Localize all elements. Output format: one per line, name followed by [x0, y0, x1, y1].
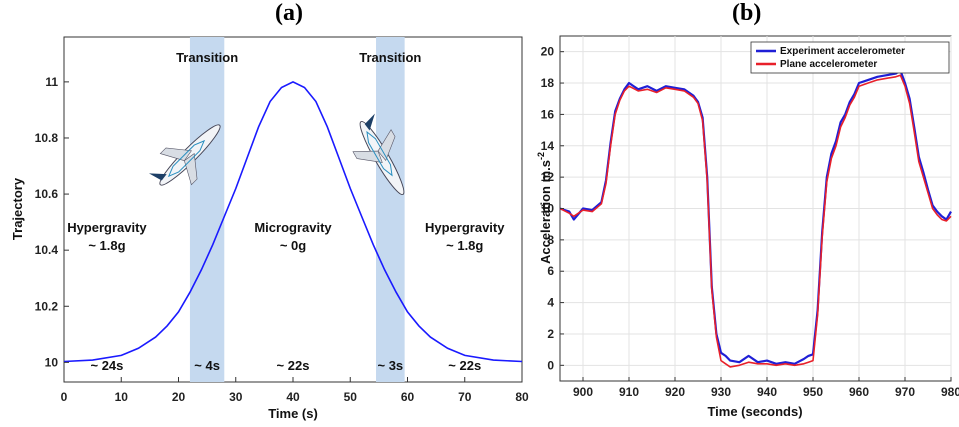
- chart-b-legend: Experiment accelerometer Plane accelerom…: [750, 41, 950, 74]
- y-tick-label: 10.4: [35, 243, 59, 257]
- chart-b-y-axis-title-superscript: -2: [536, 152, 546, 160]
- y-tick-label: 10.6: [35, 187, 59, 201]
- airplane-descending-icon: [352, 113, 405, 196]
- x-tick-label: 960: [849, 385, 869, 399]
- airplane-ascending-icon: [148, 124, 221, 186]
- x-tick-label: 930: [711, 385, 731, 399]
- y-tick-label: 10: [541, 202, 555, 216]
- phase-duration: ~ 24s: [90, 358, 123, 373]
- phase-name: Hypergravity: [425, 220, 505, 235]
- chart-b-acceleration: 900 910 920 930 940 950 960 970 980 0 2 4 6 8 10 12 14 16…: [536, 35, 959, 419]
- transition-label: Transition: [359, 50, 421, 65]
- y-tick-label: 4: [547, 296, 554, 310]
- x-tick-label: 970: [895, 385, 915, 399]
- y-tick-label: 10.8: [35, 131, 59, 145]
- x-tick-label: 0: [61, 390, 68, 404]
- phase-name: Microgravity: [254, 220, 332, 235]
- y-tick-label: 20: [541, 45, 555, 59]
- x-tick-label: 50: [344, 390, 358, 404]
- x-tick-label: 30: [229, 390, 243, 404]
- y-tick-label: 18: [541, 76, 555, 90]
- phase-gravity: ~ 1.8g: [446, 238, 483, 253]
- trajectory-line: [63, 81, 523, 363]
- chart-a-plot-area: [63, 36, 523, 383]
- transition-duration: ~ 4s: [194, 358, 220, 373]
- x-tick-label: 80: [515, 390, 529, 404]
- transition-label: Transition: [176, 50, 238, 65]
- x-tick-label: 950: [803, 385, 823, 399]
- x-tick-label: 980: [941, 385, 959, 399]
- panel-label-b: (b): [732, 0, 762, 26]
- x-tick-label: 900: [573, 385, 593, 399]
- phase-gravity: ~ 1.8g: [88, 238, 125, 253]
- x-tick-label: 20: [172, 390, 186, 404]
- legend-label-plane: Plane accelerometer: [780, 59, 877, 70]
- x-tick-label: 920: [665, 385, 685, 399]
- chart-b-y-axis-title-main: Acceleration m.s: [538, 160, 553, 264]
- chart-a-y-axis-title: Trajectory: [10, 177, 25, 240]
- phase-name: Hypergravity: [67, 220, 147, 235]
- chart-b-y-axis-title: Acceleration m.s-2: [536, 152, 553, 264]
- x-tick-label: 940: [757, 385, 777, 399]
- y-tick-label: 8: [547, 233, 554, 247]
- y-tick-label: 14: [541, 139, 555, 153]
- plane-accelerometer-line: [559, 74, 952, 368]
- chart-a-trajectory: 0 10 20 30 40 50 60 70 80 10 10.2 10.4 10.6 10.8 11 Tr…: [10, 36, 529, 421]
- y-tick-label: 2: [547, 327, 554, 341]
- y-tick-label: 11: [45, 75, 58, 89]
- y-tick-label: 16: [541, 107, 555, 121]
- x-tick-label: 40: [286, 390, 300, 404]
- y-tick-label: 12: [541, 170, 555, 184]
- y-tick-label: 10: [45, 355, 59, 369]
- transition-band-1: [376, 37, 405, 382]
- experiment-accelerometer-line: [559, 69, 952, 365]
- y-tick-label: 6: [547, 264, 554, 278]
- transition-band-0: [189, 37, 225, 382]
- chart-b-x-axis-title: Time (seconds): [707, 404, 802, 419]
- phase-duration: ~ 22s: [277, 358, 310, 373]
- x-tick-label: 70: [458, 390, 472, 404]
- transition-duration: ~ 3s: [377, 358, 403, 373]
- x-tick-label: 910: [619, 385, 639, 399]
- legend-label-experiment: Experiment accelerometer: [780, 46, 905, 57]
- panel-label-a: (a): [275, 0, 303, 26]
- x-tick-label: 60: [401, 390, 415, 404]
- y-tick-label: 0: [547, 358, 554, 372]
- phase-gravity: ~ 0g: [280, 238, 306, 253]
- x-tick-label: 10: [115, 390, 129, 404]
- chart-a-x-axis-title: Time (s): [268, 406, 318, 421]
- phase-duration: ~ 22s: [448, 358, 481, 373]
- y-tick-label: 10.2: [35, 299, 59, 313]
